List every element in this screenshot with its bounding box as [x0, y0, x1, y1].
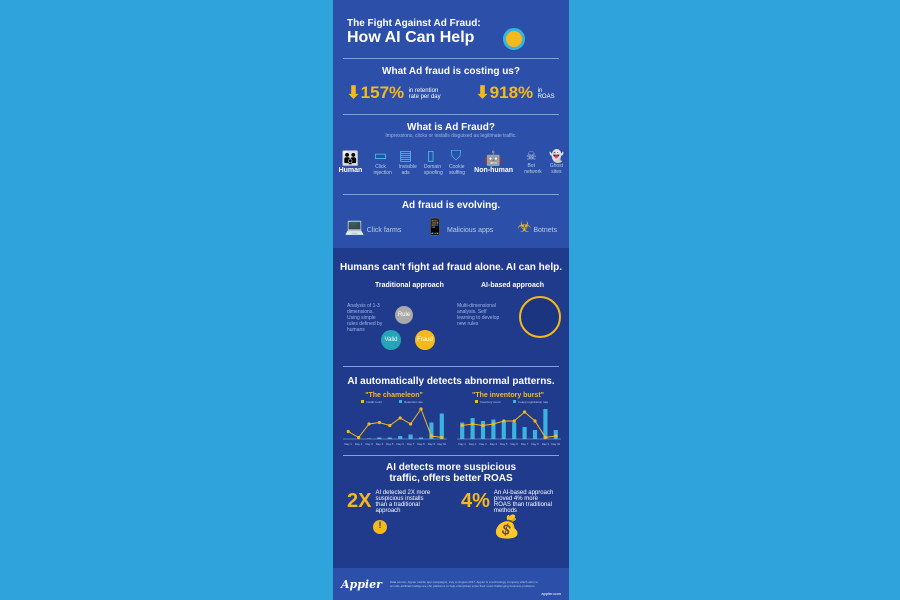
stat: ⬇157% in retention rate per day	[346, 83, 441, 102]
data-point	[429, 434, 433, 438]
phone-icon: 📱	[425, 219, 446, 236]
data-point	[346, 429, 350, 434]
tick-label: Day 1	[459, 442, 467, 446]
roas-section: AI detects more suspicious traffic, offe…	[347, 462, 554, 539]
tick-label: Day 9	[428, 442, 436, 446]
bar	[460, 422, 465, 439]
title: The Fight Against Ad Fraud: How AI Can H…	[347, 18, 583, 50]
data-point	[481, 423, 485, 428]
evolving-section: Ad fraud is evolving. 💻 Click farms 📱 Ma…	[344, 200, 558, 236]
data-point	[502, 419, 506, 423]
bar	[532, 430, 538, 439]
tick-label: Day 10	[551, 442, 560, 446]
legend-label: Install count	[366, 400, 382, 404]
data-point	[554, 434, 558, 438]
series-line	[347, 407, 442, 439]
down-arrow-icon: ⬇	[475, 83, 490, 102]
data-point	[491, 422, 495, 426]
botnet-icon: ☣	[517, 219, 532, 236]
tick-label: Day 8	[531, 442, 539, 446]
stat: ⬇918% in ROAS	[475, 83, 555, 102]
tick-label: Day 3	[365, 442, 373, 446]
data-point	[471, 422, 475, 426]
tick-label: Day 7	[407, 442, 415, 446]
money-hand-icon: 💰	[493, 514, 521, 539]
click-icon: ▭	[373, 147, 388, 163]
network-zoom-icon	[519, 296, 561, 338]
shield-icon: ⛉	[450, 147, 462, 163]
bar	[470, 418, 475, 439]
cost-section: What Ad fraud is costing us? ⬇157% in re…	[346, 66, 555, 102]
data-point	[440, 435, 444, 440]
footer: Appier Data source: Appier mobile app ca…	[333, 568, 569, 600]
tick-label: Day 2	[469, 442, 477, 446]
data-point	[543, 435, 547, 440]
bar	[512, 422, 517, 439]
data-point	[409, 422, 413, 426]
magnifier-icon	[503, 28, 525, 50]
bar	[429, 422, 434, 439]
series-line	[462, 411, 556, 439]
tick-label: Day 9	[542, 442, 550, 446]
tick-label: Day 5	[500, 442, 508, 446]
bar	[408, 434, 413, 439]
people-icon: 👪	[341, 149, 360, 166]
ghost-icon: 👻	[549, 148, 565, 163]
what-section: What is Ad Fraud? Impressions, clicks or…	[338, 122, 565, 176]
tick-label: Day 8	[417, 442, 425, 446]
bar	[398, 436, 403, 439]
bar	[480, 421, 486, 439]
data-point	[388, 423, 392, 428]
bar	[377, 437, 382, 439]
tick-label: Day 10	[437, 442, 446, 446]
tick-label: Day 2	[355, 442, 363, 446]
legend-swatch	[513, 400, 516, 403]
data-point	[377, 420, 381, 425]
bar	[491, 419, 496, 439]
legend-swatch	[399, 400, 402, 403]
tick-label: Day 5	[386, 442, 394, 446]
tick-label: Day 6	[511, 442, 519, 446]
data-point	[398, 416, 402, 420]
tick-label: Day 6	[397, 442, 405, 446]
legend-label: In-app registration rate	[518, 400, 549, 404]
data-point	[512, 419, 516, 423]
robot-icon: 🤖	[484, 149, 503, 166]
down-arrow-icon: ⬇	[346, 83, 361, 102]
bar	[439, 413, 444, 439]
data-point	[460, 423, 464, 428]
tick-label: Day 7	[521, 442, 529, 446]
bar	[501, 421, 506, 439]
tick-label: Day 4	[490, 442, 498, 446]
legend-swatch	[361, 400, 364, 403]
network-icon: !	[373, 520, 387, 534]
data-point	[357, 435, 361, 440]
click-farm-icon: 💻	[344, 219, 365, 236]
legend-label: Retention rate	[404, 400, 423, 404]
footer-link[interactable]: appier.com	[541, 591, 561, 596]
ad-icon: ▤	[399, 147, 413, 163]
bar	[522, 427, 527, 439]
legend-label: Inventory count	[480, 400, 501, 404]
skull-icon: ☠	[525, 148, 537, 163]
bar	[387, 437, 392, 439]
data-point	[367, 422, 371, 426]
tick-label: Day 4	[376, 442, 384, 446]
tick-label: Day 1	[345, 442, 353, 446]
patterns-section: AI automatically detects abnormal patter…	[333, 376, 569, 446]
bar	[543, 409, 548, 439]
data-point	[533, 419, 537, 423]
domain-icon: ▯	[426, 147, 435, 163]
data-point	[523, 410, 527, 414]
legend-swatch	[475, 400, 478, 403]
tick-label: Day 3	[479, 442, 487, 446]
infographic: The Fight Against Ad Fraud: How AI Can H…	[333, 0, 569, 600]
inventory-chart: Inventory count In-app registration rate D…	[457, 400, 561, 446]
bar	[418, 437, 424, 439]
bar	[366, 438, 372, 439]
humans-section: Humans can't fight ad fraud alone. AI ca…	[333, 262, 569, 350]
data-point	[419, 407, 423, 411]
